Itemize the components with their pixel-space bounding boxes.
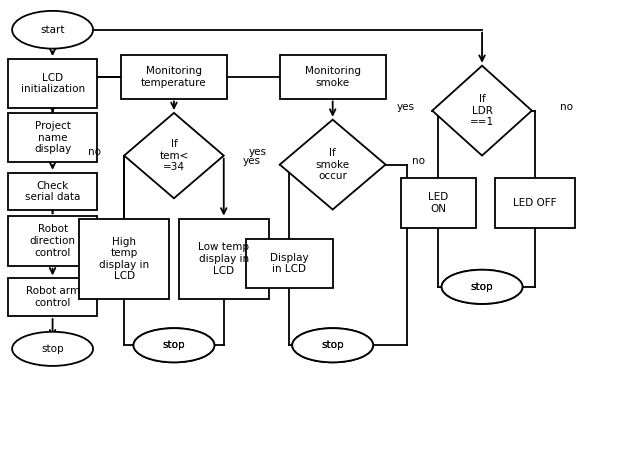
Text: Robot arm
control: Robot arm control (26, 286, 80, 308)
Ellipse shape (134, 328, 214, 362)
Text: yes: yes (397, 102, 415, 112)
Bar (401, 178, 476, 228)
Bar (279, 56, 386, 99)
Text: Display
in LCD: Display in LCD (270, 253, 308, 274)
Bar (179, 218, 269, 299)
Text: stop: stop (163, 340, 185, 350)
Ellipse shape (441, 270, 522, 304)
Bar (8, 113, 97, 162)
Text: If
tem<
=34: If tem< =34 (160, 139, 188, 172)
Ellipse shape (12, 332, 93, 366)
Text: stop: stop (41, 344, 64, 354)
Text: LCD
initialization: LCD initialization (21, 73, 85, 95)
Text: stop: stop (471, 282, 494, 292)
Ellipse shape (134, 328, 214, 362)
Text: yes: yes (249, 147, 267, 157)
Text: Robot
direction
control: Robot direction control (30, 224, 75, 258)
Bar (8, 59, 97, 108)
Bar (8, 278, 97, 316)
Polygon shape (279, 120, 386, 209)
Bar (8, 216, 97, 266)
Text: LED
ON: LED ON (428, 192, 448, 213)
Text: yes: yes (243, 156, 261, 166)
Ellipse shape (292, 328, 373, 362)
Text: stop: stop (471, 282, 494, 292)
Polygon shape (124, 113, 224, 198)
Bar (79, 218, 169, 299)
Text: High
temp
display in
LCD: High temp display in LCD (99, 237, 149, 281)
Ellipse shape (292, 328, 373, 362)
Text: If
LDR
==1: If LDR ==1 (470, 94, 494, 127)
Ellipse shape (441, 270, 522, 304)
Bar (121, 56, 227, 99)
Text: Monitoring
smoke: Monitoring smoke (305, 66, 360, 88)
Text: If
smoke
occur: If smoke occur (316, 148, 350, 181)
Polygon shape (432, 66, 532, 156)
Text: no: no (560, 102, 573, 112)
Text: start: start (40, 25, 65, 35)
Text: stop: stop (163, 340, 185, 350)
Ellipse shape (12, 11, 93, 49)
Text: no: no (89, 147, 101, 157)
Text: Monitoring
temperature: Monitoring temperature (141, 66, 207, 88)
Text: no: no (412, 156, 425, 166)
Text: Low temp
display in
LCD: Low temp display in LCD (198, 243, 249, 276)
Text: stop: stop (322, 340, 344, 350)
Bar (494, 178, 575, 228)
Bar (246, 239, 333, 288)
Bar (8, 172, 97, 210)
Text: Check
serial data: Check serial data (25, 181, 80, 202)
Text: stop: stop (322, 340, 344, 350)
Text: Project
name
display: Project name display (34, 121, 71, 154)
Text: LED OFF: LED OFF (513, 198, 556, 208)
